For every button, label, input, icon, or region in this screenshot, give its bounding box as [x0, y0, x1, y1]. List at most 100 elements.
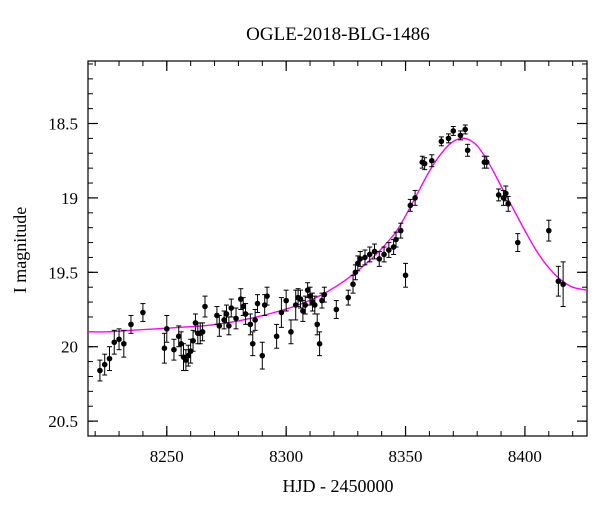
data-point [183, 349, 189, 372]
point-marker [97, 367, 103, 374]
point-marker [312, 302, 318, 308]
y-tick-label: 19 [61, 189, 78, 208]
x-axis-label: HJD - 2450000 [283, 476, 394, 496]
point-marker [240, 303, 246, 310]
data-point [321, 286, 328, 303]
data-point [254, 294, 261, 313]
point-marker [560, 281, 566, 288]
point-marker [199, 329, 206, 335]
point-marker [116, 336, 122, 343]
x-tick-label: 8300 [269, 447, 303, 466]
data-point [483, 155, 490, 169]
point-marker [140, 309, 146, 316]
data-point [402, 262, 409, 288]
point-marker [249, 340, 256, 347]
point-marker [283, 297, 289, 304]
x-tick-label: 8350 [389, 447, 423, 466]
point-marker [464, 147, 471, 154]
point-marker [545, 227, 552, 234]
model-curve [87, 137, 588, 333]
point-marker [242, 311, 249, 317]
data-point [171, 338, 177, 361]
data-point [302, 295, 309, 315]
data-point [457, 130, 464, 141]
data-point [216, 314, 223, 337]
point-marker [503, 190, 509, 197]
data-point [240, 297, 246, 316]
data-point [140, 303, 146, 322]
plot-frame [87, 60, 588, 437]
data-point [560, 261, 566, 308]
point-marker [216, 323, 223, 329]
point-marker [357, 256, 363, 262]
data-point [386, 242, 392, 258]
y-tick-labels: 18.5 19 19.5 20 20.5 [48, 115, 78, 432]
point-marker [288, 329, 294, 335]
data-point [357, 250, 363, 267]
data-point [495, 188, 502, 202]
data-point [462, 124, 469, 135]
data-point [283, 289, 289, 312]
point-marker [366, 251, 373, 258]
data-point [233, 307, 239, 330]
point-marker [314, 321, 321, 328]
point-marker [457, 132, 464, 139]
data-point [464, 143, 471, 157]
chart-title: OGLE-2018-BLG-1486 [246, 24, 430, 45]
point-marker [304, 287, 311, 293]
point-marker [445, 135, 452, 142]
point-marker [226, 323, 232, 329]
y-axis-label: I magnitude [10, 207, 30, 293]
point-marker [247, 321, 254, 328]
data-point [316, 331, 323, 357]
point-marker [183, 357, 189, 363]
data-point [163, 314, 170, 343]
x-major-ticks [166, 61, 526, 436]
data-point [199, 322, 206, 342]
data-point [421, 157, 428, 171]
data-point [450, 125, 457, 136]
plot-area [87, 60, 588, 437]
model-curve-group [87, 137, 588, 333]
data-point [97, 359, 103, 382]
point-marker [402, 272, 409, 279]
y-major-ticks [88, 122, 587, 422]
point-marker [376, 256, 383, 262]
data-point [376, 250, 383, 267]
data-point [242, 303, 249, 325]
point-marker [128, 321, 134, 328]
point-marker [462, 126, 469, 133]
point-marker [429, 157, 435, 164]
point-marker [111, 339, 118, 346]
point-marker [233, 315, 239, 322]
data-point [128, 314, 134, 334]
x-tick-labels: 8250 8300 8350 8400 [150, 447, 542, 466]
y-tick-label: 20.5 [48, 412, 78, 431]
data-point [393, 231, 399, 248]
data-point [221, 310, 227, 330]
data-point [116, 328, 122, 351]
data-point [111, 329, 118, 355]
point-marker [190, 337, 196, 344]
point-marker [495, 192, 502, 198]
point-marker [371, 248, 378, 255]
point-marker [302, 302, 309, 308]
point-marker [555, 278, 562, 285]
point-marker [450, 128, 457, 134]
data-point [278, 297, 285, 328]
data-point [228, 298, 235, 318]
data-point [371, 243, 378, 260]
point-marker [362, 254, 368, 261]
point-marker [514, 239, 521, 246]
point-marker [386, 247, 392, 253]
y-tick-label: 18.5 [48, 115, 78, 134]
point-marker [163, 326, 170, 332]
point-marker [381, 251, 387, 258]
point-marker [350, 281, 356, 288]
x-tick-label: 8250 [150, 447, 184, 466]
data-point [249, 331, 256, 357]
data-point [445, 133, 452, 144]
data-point [362, 249, 368, 266]
data-point [366, 246, 373, 263]
